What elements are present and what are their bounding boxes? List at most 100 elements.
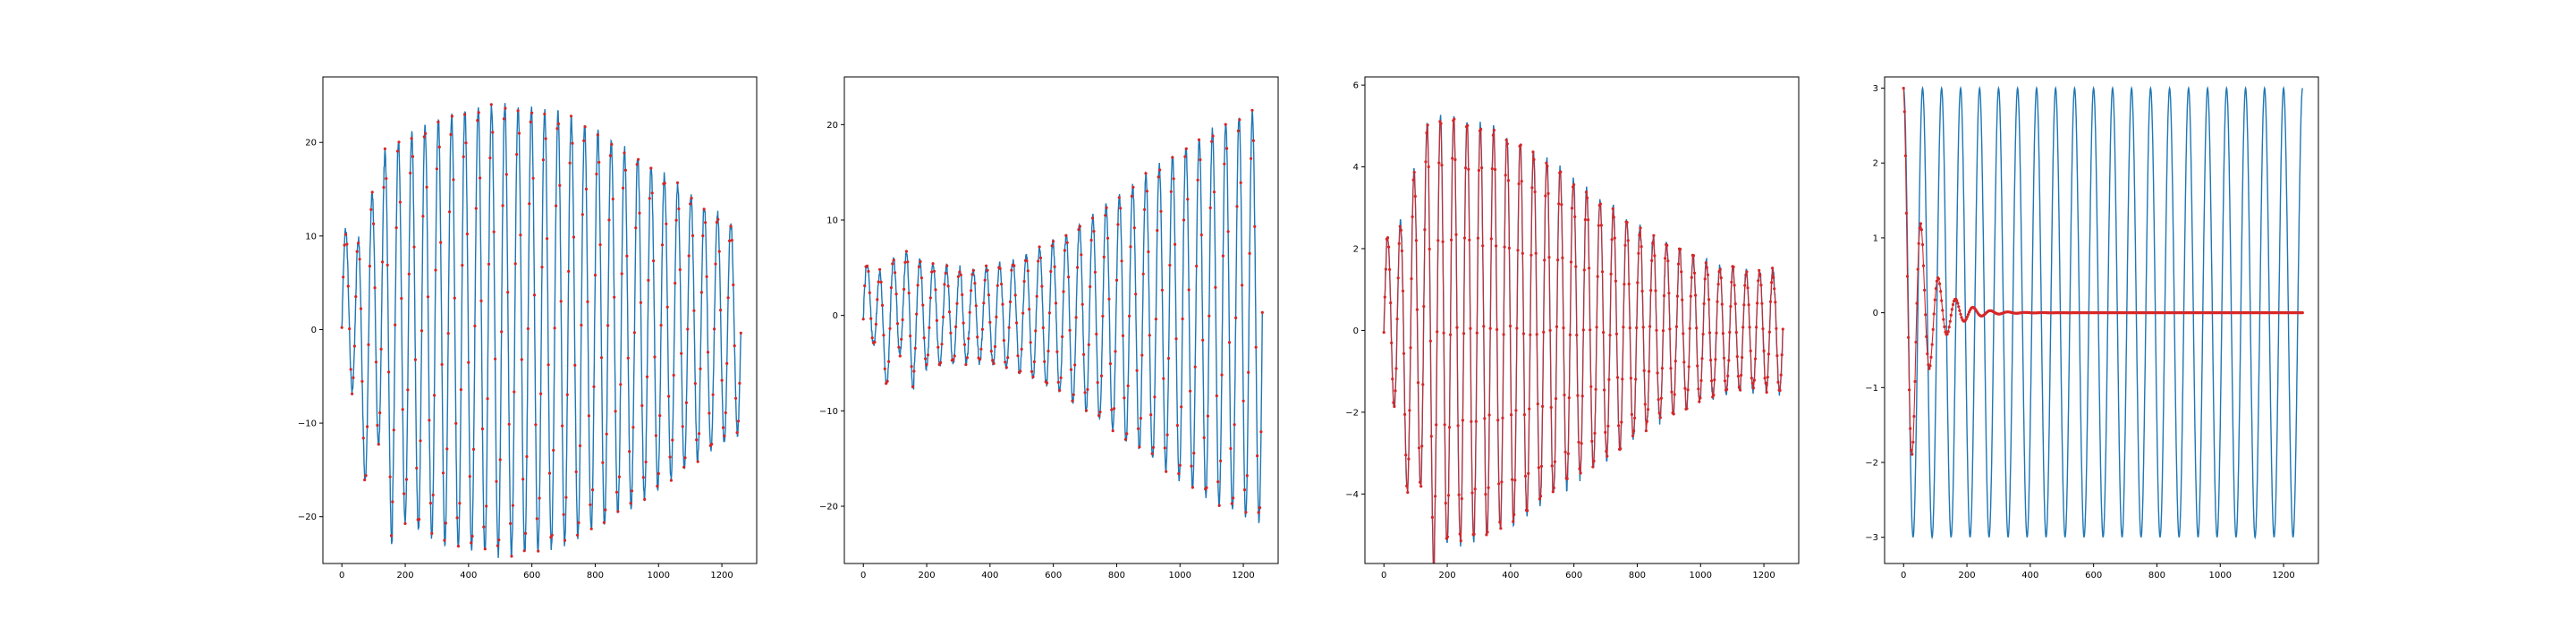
- data-point: [1102, 255, 1106, 258]
- data-point: [515, 153, 519, 157]
- data-point: [351, 392, 354, 395]
- data-point: [1403, 412, 1407, 416]
- y-tick-label: 0: [833, 311, 838, 321]
- data-point: [1629, 377, 1632, 380]
- data-point: [480, 427, 485, 431]
- data-point: [970, 289, 973, 292]
- data-point: [865, 264, 869, 267]
- data-point: [1569, 260, 1573, 264]
- data-point: [1914, 340, 1918, 344]
- data-point: [1648, 325, 1652, 328]
- data-point: [878, 267, 882, 271]
- data-point: [1073, 363, 1077, 367]
- data-point: [1506, 179, 1510, 182]
- data-point: [936, 345, 940, 349]
- data-point: [1508, 324, 1513, 328]
- data-point: [1725, 387, 1729, 391]
- data-point: [940, 343, 944, 346]
- data-point: [1479, 127, 1483, 131]
- data-point: [1132, 226, 1136, 230]
- data-point: [654, 434, 658, 437]
- data-point: [1573, 215, 1577, 218]
- data-point: [1672, 412, 1675, 416]
- data-point: [967, 336, 970, 341]
- data-point: [903, 260, 907, 264]
- data-point: [1013, 264, 1016, 267]
- data-point: [1394, 389, 1397, 393]
- data-point: [733, 344, 736, 348]
- data-point: [1763, 377, 1767, 380]
- data-point: [1427, 165, 1430, 169]
- data-point: [517, 131, 521, 135]
- data-point: [1470, 419, 1473, 423]
- data-point: [1230, 502, 1233, 505]
- data-point: [1175, 424, 1179, 428]
- data-point: [587, 414, 591, 418]
- data-point: [1733, 284, 1736, 287]
- data-point: [1758, 273, 1762, 276]
- data-point: [1037, 259, 1040, 263]
- data-point: [580, 213, 584, 216]
- data-point: [1411, 215, 1414, 218]
- data-point: [720, 378, 724, 382]
- data-point: [692, 309, 696, 312]
- data-point: [1006, 356, 1010, 360]
- data-point: [1495, 244, 1498, 248]
- data-point: [428, 419, 431, 422]
- data-point: [558, 183, 562, 187]
- data-point: [962, 343, 967, 346]
- data-point: [1211, 134, 1215, 138]
- subplot-2: 0 200 400 600 800 1000 1200 −20 −10 0 10 20: [819, 76, 1279, 580]
- data-point: [915, 312, 919, 316]
- data-point: [665, 222, 668, 225]
- data-point: [1177, 471, 1181, 476]
- data-point: [1210, 140, 1214, 143]
- data-point: [1258, 506, 1262, 510]
- data-point: [1636, 281, 1640, 284]
- data-point: [687, 254, 691, 258]
- data-point: [1761, 327, 1765, 331]
- data-point: [623, 168, 628, 172]
- data-point: [674, 218, 678, 222]
- data-point: [546, 237, 549, 241]
- data-point: [1206, 414, 1209, 418]
- data-point: [1623, 243, 1627, 247]
- data-point: [991, 359, 995, 362]
- data-point: [682, 465, 686, 469]
- data-point: [445, 447, 449, 451]
- data-point: [1394, 367, 1398, 370]
- data-point: [1949, 313, 1953, 317]
- data-point: [1667, 292, 1671, 295]
- data-point: [1123, 437, 1127, 441]
- data-point: [1610, 238, 1614, 242]
- data-point: [706, 351, 710, 354]
- data-point: [1074, 316, 1078, 319]
- data-point: [939, 360, 943, 364]
- y-tick-label: 10: [826, 216, 838, 226]
- data-point: [1396, 276, 1400, 280]
- data-point: [381, 260, 385, 264]
- data-point: [454, 421, 458, 425]
- data-point: [1749, 349, 1752, 352]
- data-point: [993, 344, 997, 349]
- data-point: [1413, 194, 1417, 199]
- data-point: [868, 291, 871, 294]
- data-point: [1741, 356, 1744, 360]
- data-point: [677, 207, 681, 211]
- data-point: [598, 243, 602, 247]
- data-point: [1553, 460, 1556, 463]
- data-point: [1097, 413, 1101, 418]
- data-point: [1416, 381, 1420, 385]
- data-point: [1915, 301, 1919, 305]
- data-point: [436, 120, 440, 123]
- data-point: [1542, 330, 1546, 334]
- data-point: [1643, 402, 1647, 406]
- data-point: [1665, 243, 1669, 247]
- data-point: [1429, 435, 1433, 438]
- data-point: [1456, 424, 1460, 428]
- data-point: [367, 343, 370, 346]
- y-tick-label: 0: [311, 326, 317, 335]
- data-point: [450, 114, 453, 118]
- data-point: [1605, 450, 1608, 453]
- data-point: [1385, 236, 1390, 240]
